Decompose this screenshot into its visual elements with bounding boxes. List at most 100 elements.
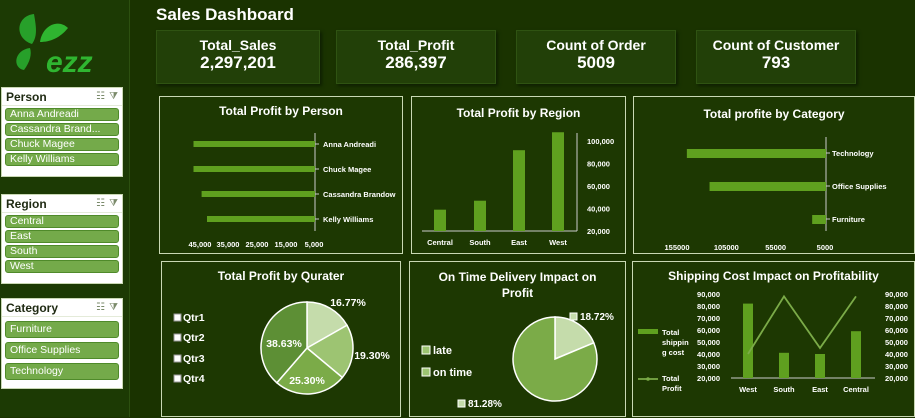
category-label: South [773, 385, 795, 394]
slicer-item-category[interactable]: Furniture [5, 321, 119, 338]
tick-label: 60,000 [697, 326, 720, 335]
clear-filter-icon[interactable]: ⧩ [109, 302, 118, 313]
page-title: Sales Dashboard [156, 5, 294, 24]
multi-select-icon[interactable]: ☷ [96, 91, 106, 102]
profit-by-quarter-chart[interactable]: Total Profit by Qurater Qtr1 Qtr2 Qtr3 Qtr4… [161, 261, 401, 417]
region-slicer-title: Region [6, 196, 47, 211]
pie-slice [275, 346, 344, 395]
tick-label: 105000 [714, 243, 739, 252]
tick-label: 40,000 [587, 205, 610, 214]
bar [815, 354, 825, 378]
legend-swatch [421, 367, 431, 377]
bar [193, 141, 315, 147]
legend-marker [646, 377, 650, 381]
data-label: 19.30% [354, 350, 390, 362]
slicer-item-person[interactable]: Chuck Magee [5, 138, 119, 151]
data-label-swatch [569, 312, 578, 321]
profit-by-region-chart[interactable]: Total Profit by Region Central South East W… [411, 96, 626, 254]
chart-title: Total Profit by Qurater [217, 269, 345, 283]
shipping-cost-svg: West South East Central 90,000 90,000 80,000 80… [638, 290, 908, 394]
pie-slice [305, 324, 354, 379]
kpi-value: 5009 [577, 53, 615, 72]
data-label: 38.63% [266, 338, 302, 350]
tick-label: 60,000 [885, 326, 908, 335]
tick-label: 60,000 [587, 182, 610, 191]
kpi-value: 2,297,201 [200, 53, 276, 72]
bar [513, 150, 525, 231]
legend-label: shippin [662, 338, 689, 347]
clear-filter-icon[interactable]: ⧩ [109, 91, 118, 102]
slicer-item-category[interactable]: Office Supplies [5, 342, 119, 359]
tick-label: 40,000 [885, 350, 908, 359]
bar [207, 216, 315, 222]
kpi-label: Total_Profit [377, 37, 455, 53]
profit-by-category-chart[interactable]: Total profite by Category Technology Offi… [633, 96, 915, 254]
tick-label: 20,000 [697, 374, 720, 383]
legend-label: on time [433, 367, 472, 379]
on-time-delivery-chart[interactable]: On Time Delivery Impact on Profit late on… [409, 261, 626, 417]
kpi-value: 286,397 [385, 53, 447, 72]
legend-label: Total [662, 328, 679, 337]
person-slicer-title: Person [6, 89, 47, 104]
kpi-label: Count of Order [546, 37, 646, 53]
slicer-item-person[interactable]: Anna Andreadi [5, 108, 119, 121]
pie-slice [512, 316, 598, 402]
slicer-item-region[interactable]: South [5, 245, 119, 258]
legend-swatch [173, 313, 182, 322]
slicer-item-region[interactable]: Central [5, 215, 119, 228]
clear-filter-icon[interactable]: ⧩ [109, 198, 118, 209]
data-label: 18.72% [580, 312, 614, 323]
tick-label: 90,000 [885, 290, 908, 299]
data-label: 16.77% [330, 297, 366, 309]
tick-label: 90,000 [697, 290, 720, 299]
tick-label: 35,000 [217, 240, 240, 249]
bar [812, 215, 826, 224]
pie-slice [554, 316, 595, 361]
multi-select-icon[interactable]: ☷ [96, 198, 106, 209]
region-slicer: Region ☷ ⧩ Central East South West [1, 194, 123, 284]
legend-swatch [638, 329, 658, 334]
legend-label: Total [662, 374, 679, 383]
kpi-count-of-customer: Count of Customer 793 [696, 30, 856, 84]
bar [779, 352, 789, 378]
slicer-item-region[interactable]: East [5, 230, 119, 243]
tick-label: 50,000 [885, 338, 908, 347]
pie-slice [306, 301, 349, 350]
category-label: South [469, 238, 491, 247]
tick-label: 80,000 [587, 160, 610, 169]
category-label: East [812, 385, 828, 394]
bar [851, 331, 861, 378]
bar [743, 303, 753, 378]
legend-swatch [173, 374, 182, 383]
legend-label: Qtr3 [183, 353, 205, 365]
shipping-cost-chart[interactable]: Shipping Cost Impact on Profitability We… [632, 261, 915, 417]
category-label: Chuck Magee [323, 165, 371, 174]
bar [193, 166, 315, 172]
chart-title: Total profite by Category [703, 107, 845, 121]
slicer-item-region[interactable]: West [5, 260, 119, 273]
slicer-item-person[interactable]: Kelly Williams [5, 153, 119, 166]
tick-label: 20,000 [587, 227, 610, 236]
bar [709, 182, 826, 191]
category-label: Furniture [832, 215, 865, 224]
profit-by-quarter-svg: Qtr1 Qtr2 Qtr3 Qtr4 16.77% 19.30% 25.30% 38.63% [173, 297, 390, 395]
profit-by-person-chart[interactable]: Total Profit by Person Anna Andreadi Chuc… [159, 96, 403, 254]
slicer-item-person[interactable]: Cassandra Brand... [5, 123, 119, 136]
tick-label: 30,000 [697, 362, 720, 371]
category-label: West [549, 238, 567, 247]
legend-label: Qtr2 [183, 332, 205, 344]
tick-label: 55000 [765, 243, 786, 252]
tick-label: 70,000 [885, 314, 908, 323]
multi-select-icon[interactable]: ☷ [96, 302, 106, 313]
category-label: Cassandra Brandow [323, 190, 396, 199]
category-slicer-title: Category [6, 300, 59, 315]
slicer-item-category[interactable]: Technology [5, 363, 119, 380]
profit-by-region-svg: Central South East West 100,000 80,000 60,000 4… [422, 132, 614, 247]
legend-label: late [433, 345, 452, 357]
legend-swatch [173, 354, 182, 363]
kpi-count-of-order: Count of Order 5009 [516, 30, 676, 84]
svg-text:ezz: ezz [46, 46, 93, 78]
sidebar: ezz Person ☷ ⧩ Anna Andreadi Cassandra Br… [0, 0, 130, 417]
pie-slice [260, 301, 308, 384]
tick-label: 30,000 [885, 362, 908, 371]
